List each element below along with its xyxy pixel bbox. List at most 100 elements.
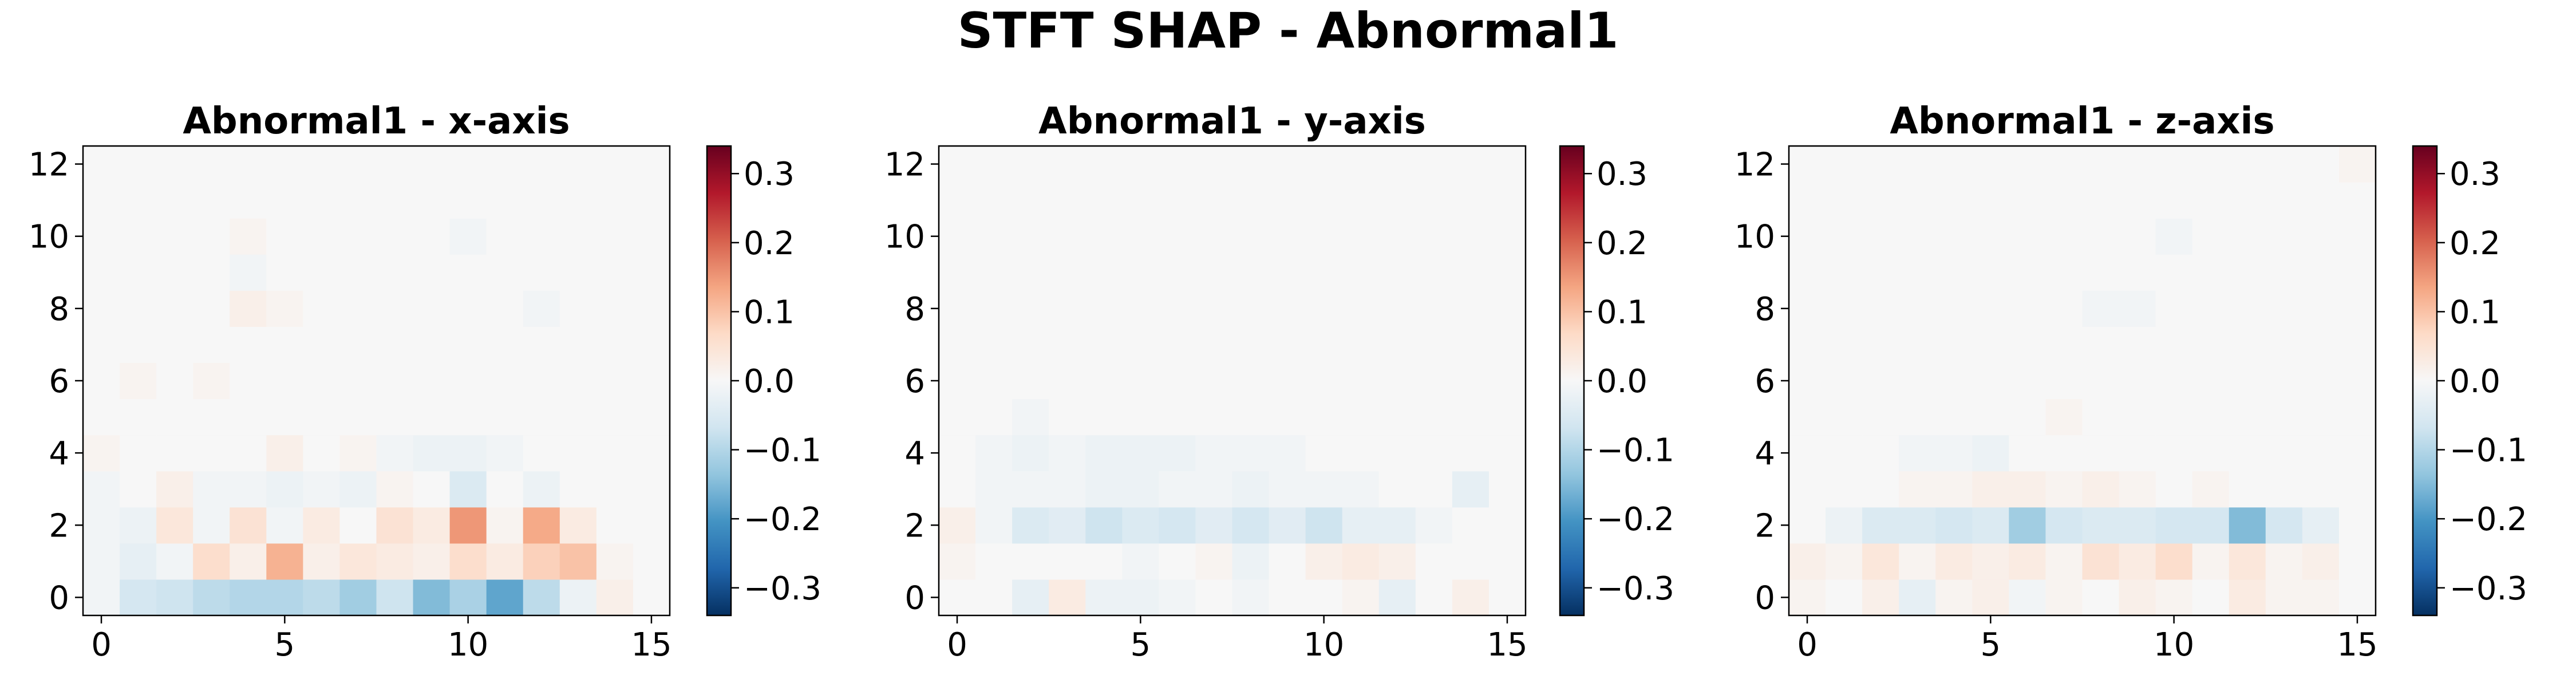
y-tick-label: 10 [884, 219, 925, 256]
heatmap-cell [633, 507, 670, 544]
heatmap-cell [1488, 543, 1526, 580]
heatmap-cell [2155, 507, 2193, 544]
colorbar-tick-label: −0.1 [744, 432, 821, 469]
heatmap-cell [413, 290, 451, 327]
heatmap-cell [1415, 471, 1453, 508]
heatmap-cell [376, 290, 414, 327]
heatmap-cell [339, 398, 377, 436]
heatmap-cell [156, 507, 193, 544]
heatmap-cell [303, 326, 341, 364]
heatmap-cell [1049, 579, 1086, 616]
heatmap-cell [1415, 543, 1453, 580]
heatmap-cell [1935, 146, 1973, 183]
heatmap-cell [523, 218, 560, 255]
heatmap-cell [2338, 507, 2376, 544]
heatmap-cell [2009, 471, 2046, 508]
x-tick-label: 0 [947, 626, 967, 664]
heatmap-cell [1899, 471, 1936, 508]
y-tick-label: 10 [29, 219, 69, 256]
heatmap-cell [1122, 290, 1159, 327]
colorbar-tick-label: 0.0 [1597, 363, 1647, 400]
heatmap-cell [1899, 290, 1936, 327]
heatmap-cell [266, 543, 303, 580]
heatmap-cell [2082, 543, 2120, 580]
heatmap-cell [2338, 362, 2376, 400]
heatmap-cell [1935, 218, 1973, 255]
heatmap-cell [376, 362, 414, 400]
colorbar-tick-label: 0.1 [1597, 294, 1647, 331]
heatmap-cell [230, 362, 267, 400]
heatmap-cell [376, 507, 414, 544]
y-tick-label: 12 [884, 147, 925, 184]
heatmap-cell [1232, 326, 1270, 364]
heatmap-cell [486, 543, 524, 580]
heatmap-cell [413, 543, 451, 580]
heatmap-cell [2155, 435, 2193, 472]
heatmap-cell [1972, 218, 2009, 255]
heatmap-cell [83, 435, 120, 472]
heatmap-cell [975, 218, 1013, 255]
heatmap-cell [633, 435, 670, 472]
heatmap-cell [1415, 254, 1453, 291]
heatmap-cell [486, 254, 524, 291]
heatmap-cell [303, 254, 341, 291]
heatmap-cell [1935, 182, 1973, 219]
heatmap-cell [266, 398, 303, 436]
heatmap-cell [1232, 218, 1270, 255]
heatmap-cell [1488, 326, 1526, 364]
heatmap-cell [156, 326, 193, 364]
heatmap-cell [486, 435, 524, 472]
heatmap-cell [2229, 290, 2266, 327]
heatmap-cell [1452, 435, 1490, 472]
heatmap-cell [1012, 182, 1049, 219]
heatmap-cell [193, 398, 230, 436]
heatmap-cell [1899, 398, 1936, 436]
heatmap-cell [1342, 290, 1380, 327]
heatmap-cell [2155, 398, 2193, 436]
heatmap-cell [1899, 362, 1936, 400]
heatmap-cell [1972, 254, 2009, 291]
heatmap-cell [2265, 471, 2303, 508]
heatmap-cell [2155, 182, 2193, 219]
heatmap-cell [1415, 398, 1453, 436]
x-tick-label: 10 [2154, 626, 2194, 664]
heatmap-cell [1378, 290, 1416, 327]
heatmap-cell [1972, 543, 2009, 580]
heatmap-cell [2338, 579, 2376, 616]
heatmap-cell [2192, 398, 2230, 436]
heatmap-cell [1012, 471, 1049, 508]
heatmap-cell [1789, 435, 1826, 472]
heatmap-cell [156, 290, 193, 327]
y-tick-label: 8 [904, 291, 925, 328]
heatmap-cell [2155, 218, 2193, 255]
heatmap-cell [1159, 218, 1196, 255]
heatmap-cell [1122, 326, 1159, 364]
heatmap-cell [596, 146, 634, 183]
heatmap-cell [413, 507, 451, 544]
heatmap-cell [1122, 218, 1159, 255]
heatmap-cell [2082, 146, 2120, 183]
heatmap-cell [2265, 435, 2303, 472]
heatmap-cell [1159, 435, 1196, 472]
heatmap-cell [1899, 146, 1936, 183]
heatmap-cell [1862, 398, 1899, 436]
colorbar-tick-label: −0.1 [1597, 432, 1674, 469]
heatmap-cell [2338, 326, 2376, 364]
heatmap-cell [193, 471, 230, 508]
heatmap-cell [2265, 579, 2303, 616]
heatmap-cell [1452, 146, 1490, 183]
heatmap-cell [2302, 182, 2340, 219]
x-tick-label: 15 [1487, 626, 1527, 664]
heatmap-cell [1049, 398, 1086, 436]
heatmap-cell [2045, 254, 2083, 291]
heatmap-cell [2338, 398, 2376, 436]
heatmap-cell [230, 543, 267, 580]
heatmap-cell [1378, 435, 1416, 472]
heatmap-cell [559, 398, 597, 436]
heatmap-cell [2045, 579, 2083, 616]
heatmap-cell [633, 579, 670, 616]
heatmap-cell [2192, 326, 2230, 364]
heatmap-cell [1159, 290, 1196, 327]
